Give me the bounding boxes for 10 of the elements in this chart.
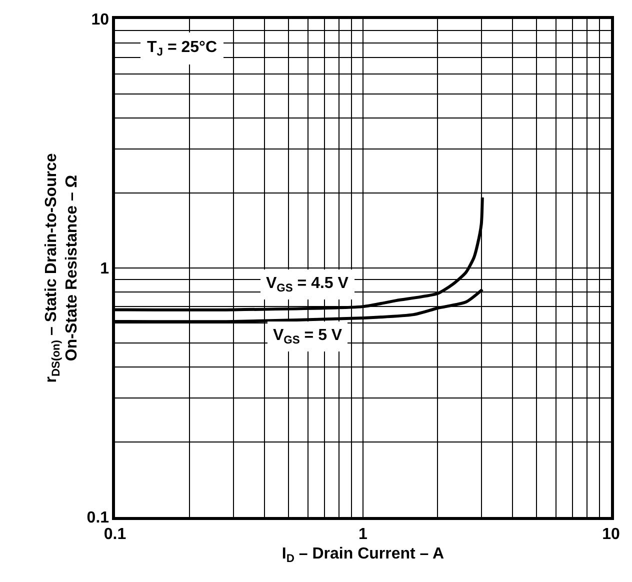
y-tick-label: 10 [91, 12, 110, 29]
y-tick-label: 0.1 [86, 510, 110, 527]
x-axis-title: I$_{D}$ – Drain Current – A [282, 546, 445, 566]
y-tick-label: 1 [100, 260, 110, 278]
annotation: T$_{J}$ = 25°C [147, 39, 218, 58]
x-tick-label: 10 [602, 526, 620, 543]
series-label: V$_{GS}$ = 5 V [273, 327, 342, 346]
x-tick-label: 0.1 [104, 526, 126, 543]
series-label: V$_{GS}$ = 4.5 V [266, 275, 349, 294]
x-tick-label: 1 [358, 526, 368, 543]
